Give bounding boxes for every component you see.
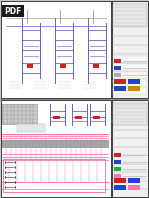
Bar (93, 116, 100, 119)
Bar (1, 100, 111, 197)
Bar (113, 72, 147, 78)
Bar (112, 100, 148, 197)
Bar (2, 104, 37, 124)
Bar (3, 159, 105, 192)
Bar (113, 88, 147, 94)
Bar (1, 1, 111, 98)
Bar (114, 86, 126, 91)
Bar (128, 79, 140, 84)
Bar (2, 5, 24, 17)
Bar (114, 79, 126, 84)
Bar (17, 124, 45, 132)
Bar (114, 59, 121, 63)
Bar (93, 64, 99, 68)
Bar (75, 116, 82, 119)
Bar (128, 178, 140, 183)
Bar (114, 185, 126, 190)
Bar (113, 103, 147, 125)
Bar (128, 86, 140, 91)
Bar (114, 73, 121, 77)
Bar (114, 160, 121, 164)
Bar (112, 1, 148, 98)
Bar (27, 64, 33, 68)
Bar (114, 153, 121, 157)
Bar (113, 80, 147, 86)
Bar (113, 56, 147, 62)
Bar (2, 140, 108, 147)
Bar (114, 174, 121, 178)
Bar (114, 66, 121, 70)
Text: PDF: PDF (4, 7, 22, 15)
Bar (113, 64, 147, 70)
Bar (114, 178, 126, 183)
Bar (53, 116, 60, 119)
Bar (60, 64, 66, 68)
Bar (114, 167, 121, 171)
Bar (113, 4, 147, 26)
Bar (128, 185, 140, 190)
